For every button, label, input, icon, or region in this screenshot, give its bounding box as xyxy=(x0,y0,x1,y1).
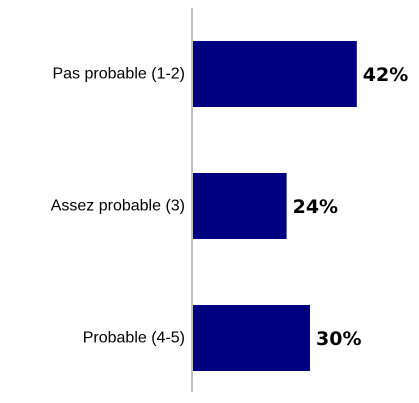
bar-1 xyxy=(193,41,357,107)
value-label-3: 30% xyxy=(316,328,361,350)
category-labels-group: Pas probable (1-2) Assez probable (3) Prob… xyxy=(51,66,185,347)
bar-2 xyxy=(193,173,287,239)
category-label-3: Probable (4-5) xyxy=(83,330,185,347)
category-label-1: Pas probable (1-2) xyxy=(52,66,185,83)
value-label-2: 24% xyxy=(293,196,338,218)
category-label-2: Assez probable (3) xyxy=(51,198,185,215)
value-label-1: 42% xyxy=(363,64,408,86)
bar-3 xyxy=(193,305,310,371)
